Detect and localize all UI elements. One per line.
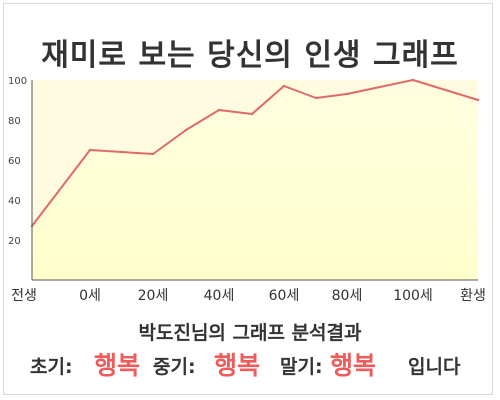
middle-value: 행복 <box>214 351 261 380</box>
data-point <box>217 108 221 112</box>
y-tick-label: 20 <box>8 236 21 247</box>
middle-label: 중기: <box>153 356 196 378</box>
x-tick-label: 20세 <box>138 288 169 304</box>
chart-title: 재미로 보는 당신의 인생 그래프 <box>41 38 459 73</box>
data-point <box>88 148 92 152</box>
data-point <box>151 152 155 156</box>
analysis-heading: 박도진님의 그래프 분석결과 <box>138 322 362 344</box>
x-tick-label: 60세 <box>269 288 300 304</box>
early-label: 초기: <box>30 356 73 378</box>
data-point <box>184 128 188 132</box>
data-point <box>250 112 254 116</box>
late-value: 행복 <box>330 351 377 380</box>
data-point <box>411 78 415 82</box>
x-tick-label: 40세 <box>204 288 235 304</box>
y-tick-label: 100 <box>8 76 27 87</box>
data-point <box>314 96 318 100</box>
x-tick-label: 환생 <box>460 288 486 304</box>
y-tick-label: 80 <box>8 116 21 127</box>
early-value: 행복 <box>94 351 141 380</box>
x-tick-label: 0세 <box>79 288 101 304</box>
late-label: 말기: <box>280 356 323 378</box>
x-tick-label: 100세 <box>393 288 433 304</box>
y-tick-label: 60 <box>8 156 21 167</box>
data-point <box>120 150 124 154</box>
analysis-verdict: 초기: 행복 중기: 행복 말기: 행복 입니다 <box>0 346 500 380</box>
x-tick-label: 전생 <box>11 288 37 304</box>
area-fill <box>32 80 478 280</box>
data-point <box>476 98 480 102</box>
data-point <box>345 92 349 96</box>
data-point <box>282 84 286 88</box>
x-tick-label: 80세 <box>332 288 363 304</box>
ending-text: 입니다 <box>408 356 461 378</box>
y-tick-label: 40 <box>8 196 21 207</box>
series-line <box>31 79 479 227</box>
